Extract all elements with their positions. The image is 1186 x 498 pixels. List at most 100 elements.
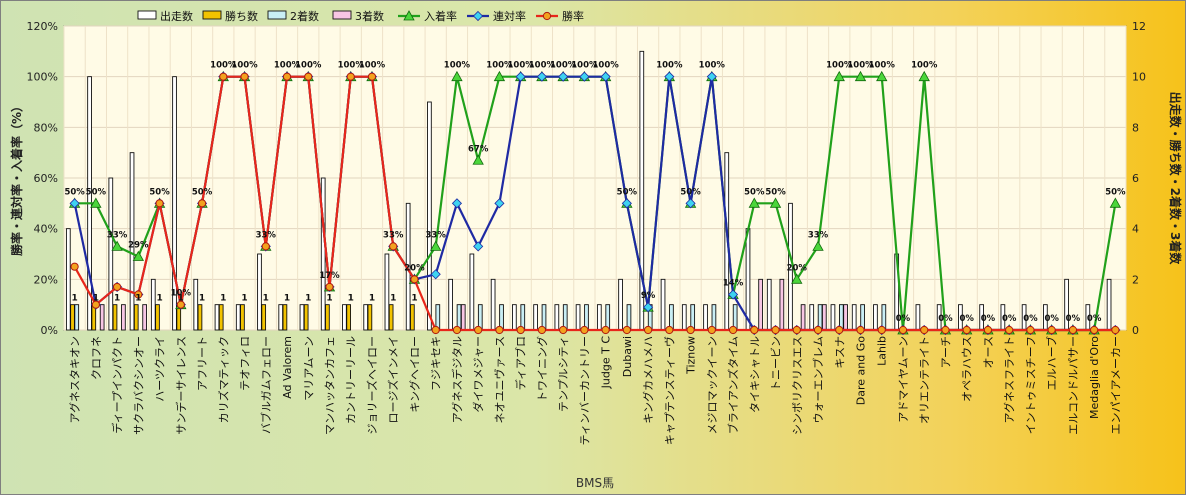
bar bbox=[193, 278, 199, 331]
point-circle bbox=[898, 325, 908, 335]
category-label: Dubawi bbox=[621, 336, 634, 377]
category-label: ディープインパクト bbox=[110, 336, 124, 434]
point-circle bbox=[176, 300, 185, 309]
bar bbox=[410, 304, 415, 331]
point-circle bbox=[325, 282, 334, 292]
point-diamond bbox=[515, 71, 526, 82]
bar bbox=[346, 304, 351, 331]
bar bbox=[766, 278, 772, 331]
bar bbox=[108, 177, 114, 331]
legend-label: 3着数 bbox=[355, 9, 384, 23]
data-label: 9% bbox=[641, 291, 656, 301]
point-circle bbox=[877, 325, 886, 335]
bar bbox=[779, 278, 785, 331]
point-circle bbox=[389, 242, 398, 251]
bar bbox=[851, 304, 857, 331]
category-label: ダイワメジャー bbox=[471, 336, 485, 412]
data-label: 100% bbox=[210, 61, 237, 71]
data-label: 100% bbox=[231, 61, 258, 71]
data-label: 1 bbox=[93, 294, 99, 304]
bar bbox=[830, 304, 836, 331]
bar bbox=[1106, 278, 1112, 331]
right-tick-label: 8 bbox=[1132, 121, 1139, 134]
category-label: カリズマティック bbox=[216, 336, 230, 423]
left-tick-label: 0% bbox=[41, 324, 58, 337]
category-label: シンボリクリスエス bbox=[791, 336, 804, 435]
bar bbox=[261, 304, 267, 331]
category-label: アーチ bbox=[939, 336, 952, 368]
bar bbox=[873, 304, 878, 331]
point-circle bbox=[920, 325, 929, 335]
data-label: 50% bbox=[149, 187, 170, 197]
category-label: オリエンテライト bbox=[918, 336, 931, 424]
category-label: ネオユニヴァース bbox=[492, 336, 506, 423]
point-circle bbox=[474, 325, 483, 335]
point-triangle bbox=[876, 70, 888, 82]
data-label: 0% bbox=[1087, 314, 1102, 324]
left-tick-label: 120% bbox=[27, 20, 58, 33]
point-diamond bbox=[706, 71, 717, 82]
category-label: Judge T C bbox=[600, 336, 613, 390]
point-triangle bbox=[430, 240, 442, 251]
bar bbox=[660, 278, 666, 331]
bar bbox=[150, 278, 156, 331]
point-triangle bbox=[1109, 197, 1122, 208]
legend-marker bbox=[472, 10, 484, 22]
bar bbox=[155, 304, 160, 331]
point-circle bbox=[495, 325, 504, 335]
category-label: ジョリーズヘイロー bbox=[365, 336, 379, 434]
data-label: 0% bbox=[1066, 314, 1081, 324]
data-label: 50% bbox=[86, 187, 107, 197]
point-circle bbox=[1068, 325, 1078, 335]
data-label: 1 bbox=[326, 294, 332, 304]
bar bbox=[821, 304, 827, 331]
bar bbox=[703, 304, 708, 331]
bar bbox=[843, 304, 848, 331]
category-label: Tiznow bbox=[685, 336, 698, 375]
bar bbox=[121, 304, 126, 331]
point-triangle bbox=[918, 70, 930, 82]
bar bbox=[112, 304, 118, 331]
category-label: エルハーブ bbox=[1045, 336, 1059, 390]
data-label: 50% bbox=[617, 187, 638, 197]
point-circle bbox=[728, 325, 738, 335]
data-label: 1 bbox=[263, 294, 269, 304]
bar bbox=[74, 304, 80, 331]
right-tick-label: 2 bbox=[1132, 273, 1139, 286]
data-label: 0% bbox=[938, 314, 953, 324]
bar bbox=[240, 304, 245, 331]
data-label: 0% bbox=[1023, 314, 1038, 324]
category-label: ブライアンズタイム bbox=[726, 336, 740, 434]
bar bbox=[363, 304, 369, 331]
bar bbox=[596, 304, 602, 331]
point-circle bbox=[1111, 325, 1120, 335]
data-label: 50% bbox=[64, 187, 85, 197]
bar bbox=[142, 304, 147, 331]
point-circle bbox=[367, 72, 377, 81]
legend-label: 勝率 bbox=[562, 9, 584, 23]
data-label: 1 bbox=[241, 294, 247, 304]
category-label: トワイニング bbox=[535, 336, 549, 402]
data-label: 50% bbox=[192, 187, 213, 197]
data-label: 100% bbox=[571, 61, 598, 71]
data-label: 1 bbox=[220, 294, 226, 304]
bar bbox=[325, 304, 330, 331]
point-circle bbox=[707, 325, 716, 335]
point-triangle bbox=[451, 70, 463, 82]
point-circle bbox=[983, 325, 993, 335]
bar bbox=[800, 304, 806, 331]
bar bbox=[129, 152, 135, 331]
data-label: 1 bbox=[199, 294, 205, 304]
bar bbox=[388, 304, 394, 331]
point-circle bbox=[771, 325, 780, 335]
point-triangle bbox=[833, 70, 845, 82]
point-circle bbox=[601, 325, 610, 335]
bar bbox=[367, 304, 373, 331]
data-label: 100% bbox=[338, 61, 365, 71]
bar bbox=[342, 304, 347, 331]
data-label: 67% bbox=[468, 144, 489, 154]
data-label: 100% bbox=[869, 61, 896, 71]
bar bbox=[575, 304, 581, 331]
